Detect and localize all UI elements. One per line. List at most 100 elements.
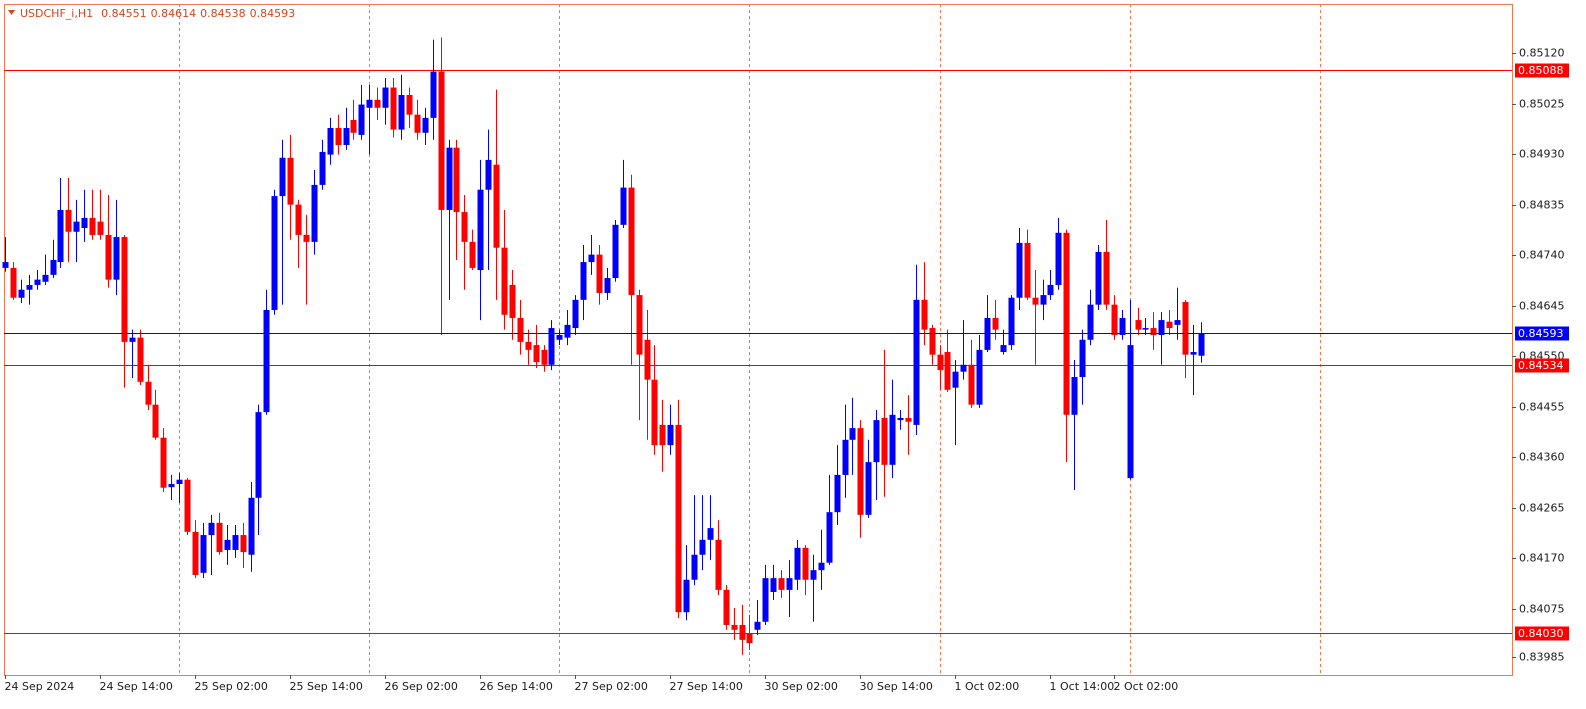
candle-body bbox=[897, 417, 904, 421]
candle-body bbox=[651, 379, 658, 446]
candle-body bbox=[335, 127, 342, 146]
x-tick-label: 26 Sep 14:00 bbox=[480, 680, 553, 693]
candle-body bbox=[65, 209, 72, 232]
candle-body bbox=[921, 299, 928, 330]
x-tick-label: 27 Sep 14:00 bbox=[670, 680, 743, 693]
candle-body bbox=[358, 104, 365, 135]
candle-body bbox=[303, 234, 310, 242]
symbol: USDCHF_i,H1 bbox=[20, 7, 93, 20]
y-tick-label: 0.84740 bbox=[1519, 249, 1565, 262]
header-low: 0.84538 bbox=[200, 7, 246, 20]
x-tick-label: 30 Sep 14:00 bbox=[860, 680, 933, 693]
candle-body bbox=[834, 474, 841, 513]
candle-body bbox=[1024, 242, 1031, 298]
candle-body bbox=[26, 284, 33, 290]
candle-body bbox=[628, 187, 635, 296]
candle-body bbox=[968, 364, 975, 405]
candle-body bbox=[224, 539, 231, 550]
candle-body bbox=[1016, 242, 1023, 298]
candle-body bbox=[255, 412, 262, 498]
candle-body bbox=[739, 624, 746, 640]
y-tick-label: 0.84360 bbox=[1519, 451, 1565, 464]
candle-body bbox=[2, 262, 9, 268]
candle-body bbox=[509, 284, 516, 318]
candle-body bbox=[937, 354, 944, 371]
header-close: 0.84593 bbox=[250, 7, 296, 20]
candle-body bbox=[1000, 345, 1007, 353]
candle-body bbox=[976, 349, 983, 405]
candle-body bbox=[1087, 304, 1094, 340]
candle-body bbox=[406, 94, 413, 115]
candle-body bbox=[1127, 345, 1134, 479]
candle-body bbox=[778, 578, 785, 590]
y-tick-label: 0.85120 bbox=[1519, 47, 1565, 60]
candle-body bbox=[493, 164, 500, 248]
candle-body bbox=[1190, 352, 1197, 355]
candle-body bbox=[34, 279, 41, 285]
candle-body bbox=[596, 254, 603, 293]
candle-body bbox=[588, 254, 595, 263]
candle-body bbox=[216, 522, 223, 553]
x-tick-label: 30 Sep 02:00 bbox=[765, 680, 838, 693]
candle-body bbox=[1095, 251, 1102, 305]
x-tick-label: 25 Sep 02:00 bbox=[195, 680, 268, 693]
candle-body bbox=[1008, 297, 1015, 346]
candle-body bbox=[319, 151, 326, 185]
candle-body bbox=[366, 99, 373, 108]
y-tick-label: 0.85025 bbox=[1519, 98, 1565, 111]
candle-body bbox=[1055, 232, 1062, 285]
plot-layer: 0.85120 0.85025 0.84930 0.84835 0.84740 0.846… bbox=[2, 4, 1569, 693]
candle-body bbox=[461, 212, 468, 242]
candle-body bbox=[857, 428, 864, 515]
candle-body bbox=[113, 237, 120, 280]
candle-body bbox=[699, 539, 706, 555]
candle-body bbox=[913, 299, 920, 425]
candle-body bbox=[469, 241, 476, 268]
candle-body bbox=[533, 345, 540, 363]
candle-body bbox=[754, 621, 761, 630]
level-label-box bbox=[1515, 326, 1569, 341]
y-tick-label: 0.84645 bbox=[1519, 300, 1565, 313]
candle-body bbox=[192, 531, 199, 575]
x-tick-label: 24 Sep 2024 bbox=[5, 680, 75, 693]
candle-body bbox=[525, 341, 532, 350]
candle-body bbox=[1119, 317, 1126, 335]
candle-body bbox=[501, 247, 508, 315]
candle-body bbox=[794, 547, 801, 580]
candle-body bbox=[453, 147, 460, 213]
candle-body bbox=[517, 317, 524, 342]
candle-body bbox=[865, 462, 872, 515]
candle-body bbox=[572, 299, 579, 329]
x-tick-label: 2 Oct 02:00 bbox=[1114, 680, 1179, 693]
candle-body bbox=[10, 267, 17, 298]
candle-body bbox=[137, 337, 144, 382]
candle-body bbox=[842, 439, 849, 475]
candle-body bbox=[279, 157, 286, 197]
candle-body bbox=[691, 554, 698, 580]
candle-body bbox=[620, 187, 627, 225]
candle-body bbox=[715, 539, 722, 590]
candle-body bbox=[1142, 328, 1149, 330]
candle-body bbox=[929, 328, 936, 355]
candle-body bbox=[992, 317, 999, 330]
candle-body bbox=[184, 479, 191, 532]
candle-body bbox=[1158, 320, 1165, 335]
candle-body bbox=[1063, 232, 1070, 415]
candle-body bbox=[707, 528, 714, 540]
candle-body bbox=[944, 352, 951, 390]
candle-body bbox=[422, 117, 429, 133]
level-label-box bbox=[1515, 63, 1569, 78]
y-tick-label: 0.83985 bbox=[1519, 651, 1565, 664]
candle-body bbox=[1182, 301, 1189, 355]
candle-body bbox=[81, 217, 88, 229]
y-tick-label: 0.84170 bbox=[1519, 552, 1565, 565]
candle-body bbox=[731, 624, 738, 630]
candle-body bbox=[414, 114, 421, 133]
candle-body bbox=[343, 127, 350, 146]
candle-body bbox=[485, 159, 492, 190]
candle-body bbox=[271, 196, 278, 310]
candle-body bbox=[430, 71, 437, 118]
candle-body bbox=[1174, 320, 1181, 325]
candle-body bbox=[208, 522, 215, 536]
candle-body bbox=[1135, 320, 1142, 330]
